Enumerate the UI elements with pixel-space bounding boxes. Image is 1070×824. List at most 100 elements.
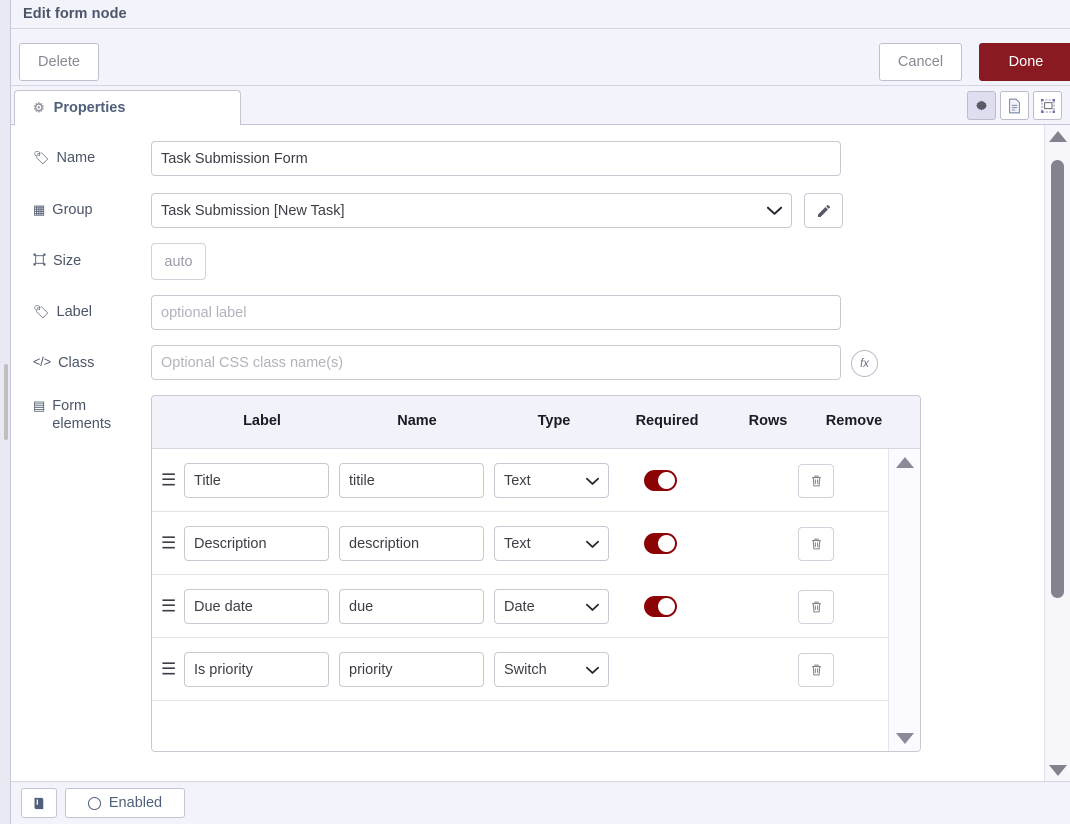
- row-remove-button[interactable]: [798, 590, 834, 624]
- row-label-input[interactable]: [184, 652, 329, 687]
- form-elements-list: Label Name Type Required Rows Remove ☰ T…: [151, 395, 921, 752]
- column-header-rows: Rows: [748, 413, 788, 429]
- class-input[interactable]: [151, 345, 841, 380]
- label-label: 🏷 Label: [33, 304, 92, 320]
- trash-icon: [811, 664, 821, 676]
- row-type-select[interactable]: Switch: [494, 652, 609, 687]
- delete-button[interactable]: Delete: [19, 43, 99, 81]
- row-type-select-wrap: Switch: [494, 652, 609, 687]
- table-row: ☰ Text: [152, 512, 888, 575]
- code-icon: </>: [33, 355, 52, 369]
- drag-handle-icon[interactable]: ☰: [161, 533, 177, 553]
- trash-icon: [811, 601, 821, 613]
- row-type-select-wrap: Text: [494, 463, 609, 498]
- appearance-icon-button[interactable]: [1033, 91, 1062, 120]
- tag-icon: 🏷: [33, 304, 50, 319]
- form-elements-scrollbar[interactable]: [888, 449, 920, 751]
- trash-icon: [811, 538, 821, 550]
- drag-handle-icon[interactable]: ☰: [161, 470, 177, 490]
- drag-handle-icon[interactable]: ☰: [161, 659, 177, 679]
- group-select[interactable]: Task Submission [New Task]: [151, 193, 792, 228]
- row-type-select[interactable]: Text: [494, 526, 609, 561]
- dialog-footer: Enabled: [11, 781, 1070, 824]
- row-name-input[interactable]: [339, 463, 484, 498]
- column-header-type: Type: [537, 413, 571, 429]
- form-elements-rows: ☰ Text: [152, 449, 888, 751]
- scroll-up-icon[interactable]: [895, 457, 914, 468]
- gear-icon: [975, 100, 988, 111]
- column-header-required: Required: [635, 413, 699, 429]
- scroll-down-icon[interactable]: [895, 733, 914, 744]
- size-label: Size: [33, 252, 153, 270]
- tag-icon: 🏷: [33, 150, 50, 165]
- list-icon: ▤: [33, 398, 46, 413]
- table-row: ☰ Switch: [152, 638, 888, 701]
- panel-icon-buttons: [967, 91, 1062, 120]
- drag-handle-icon[interactable]: ☰: [161, 596, 177, 616]
- column-header-name: Name: [397, 413, 437, 429]
- trash-icon: [811, 475, 821, 487]
- group-select-wrap: Task Submission [New Task]: [151, 193, 792, 228]
- name-input[interactable]: [151, 141, 841, 176]
- book-icon: [34, 797, 43, 809]
- toggle-knob: [658, 472, 675, 489]
- row-remove-button[interactable]: [798, 464, 834, 498]
- gear-icon: ⚙: [33, 100, 45, 115]
- cancel-button[interactable]: Cancel: [879, 43, 962, 81]
- row-type-select[interactable]: Text: [494, 463, 609, 498]
- name-label: 🏷 Name: [33, 150, 96, 166]
- panel-scrollbar[interactable]: [1044, 125, 1070, 782]
- row-label-input[interactable]: [184, 463, 329, 498]
- editor-left-gutter-inner: [11, 0, 21, 824]
- row-type-select-wrap: Text: [494, 526, 609, 561]
- properties-form: 🏷 Name ▦ Group Task Submission [New Task…: [21, 125, 1044, 782]
- table-row: ☰ Date: [152, 575, 888, 638]
- node-enabled-toggle[interactable]: Enabled: [65, 788, 185, 818]
- row-required-toggle[interactable]: [644, 533, 677, 554]
- node-enabled-label: Enabled: [108, 795, 163, 811]
- toggle-knob: [658, 535, 675, 552]
- size-button[interactable]: auto: [151, 243, 206, 280]
- group-label: ▦ Group: [33, 202, 93, 218]
- group-edit-button[interactable]: [804, 193, 843, 228]
- scroll-down-icon[interactable]: [1048, 765, 1067, 776]
- page-title: Edit form node: [23, 6, 127, 22]
- dialog-header: Edit form node: [11, 0, 1070, 29]
- dialog-toolbar: Delete Cancel Done: [11, 29, 1070, 86]
- pencil-icon: [817, 204, 830, 217]
- done-button[interactable]: Done: [979, 43, 1070, 81]
- panel-resize-handle[interactable]: [4, 364, 8, 440]
- tab-properties[interactable]: ⚙ Properties: [14, 90, 241, 126]
- row-required-toggle[interactable]: [644, 596, 677, 617]
- row-required-toggle[interactable]: [644, 470, 677, 491]
- row-type-select-wrap: Date: [494, 589, 609, 624]
- form-elements-label: ▤ Form elements: [33, 398, 112, 433]
- column-header-remove: Remove: [825, 413, 883, 429]
- row-remove-button[interactable]: [798, 527, 834, 561]
- row-type-select[interactable]: Date: [494, 589, 609, 624]
- tab-properties-label: Properties: [53, 100, 126, 116]
- toggle-knob: [658, 598, 675, 615]
- row-name-input[interactable]: [339, 652, 484, 687]
- column-header-label: Label: [243, 413, 281, 429]
- row-remove-button[interactable]: [798, 653, 834, 687]
- row-label-input[interactable]: [184, 526, 329, 561]
- scrollbar-thumb[interactable]: [1051, 160, 1064, 598]
- circle-icon: [87, 796, 101, 810]
- class-label: </> Class: [33, 355, 95, 371]
- class-fx-button[interactable]: fx: [851, 350, 878, 377]
- node-help-button[interactable]: [21, 788, 57, 818]
- form-elements-header: Label Name Type Required Rows Remove: [152, 396, 920, 449]
- description-icon-button[interactable]: [1000, 91, 1029, 120]
- label-input[interactable]: [151, 295, 841, 330]
- layout-icon: [1040, 98, 1055, 113]
- properties-icon-button[interactable]: [967, 91, 996, 120]
- row-name-input[interactable]: [339, 589, 484, 624]
- grid-icon: ▦: [33, 202, 46, 217]
- document-icon: [1009, 98, 1020, 113]
- row-name-input[interactable]: [339, 526, 484, 561]
- scroll-up-icon[interactable]: [1048, 131, 1067, 142]
- tab-strip: ⚙ Properties: [11, 86, 1070, 126]
- row-label-input[interactable]: [184, 589, 329, 624]
